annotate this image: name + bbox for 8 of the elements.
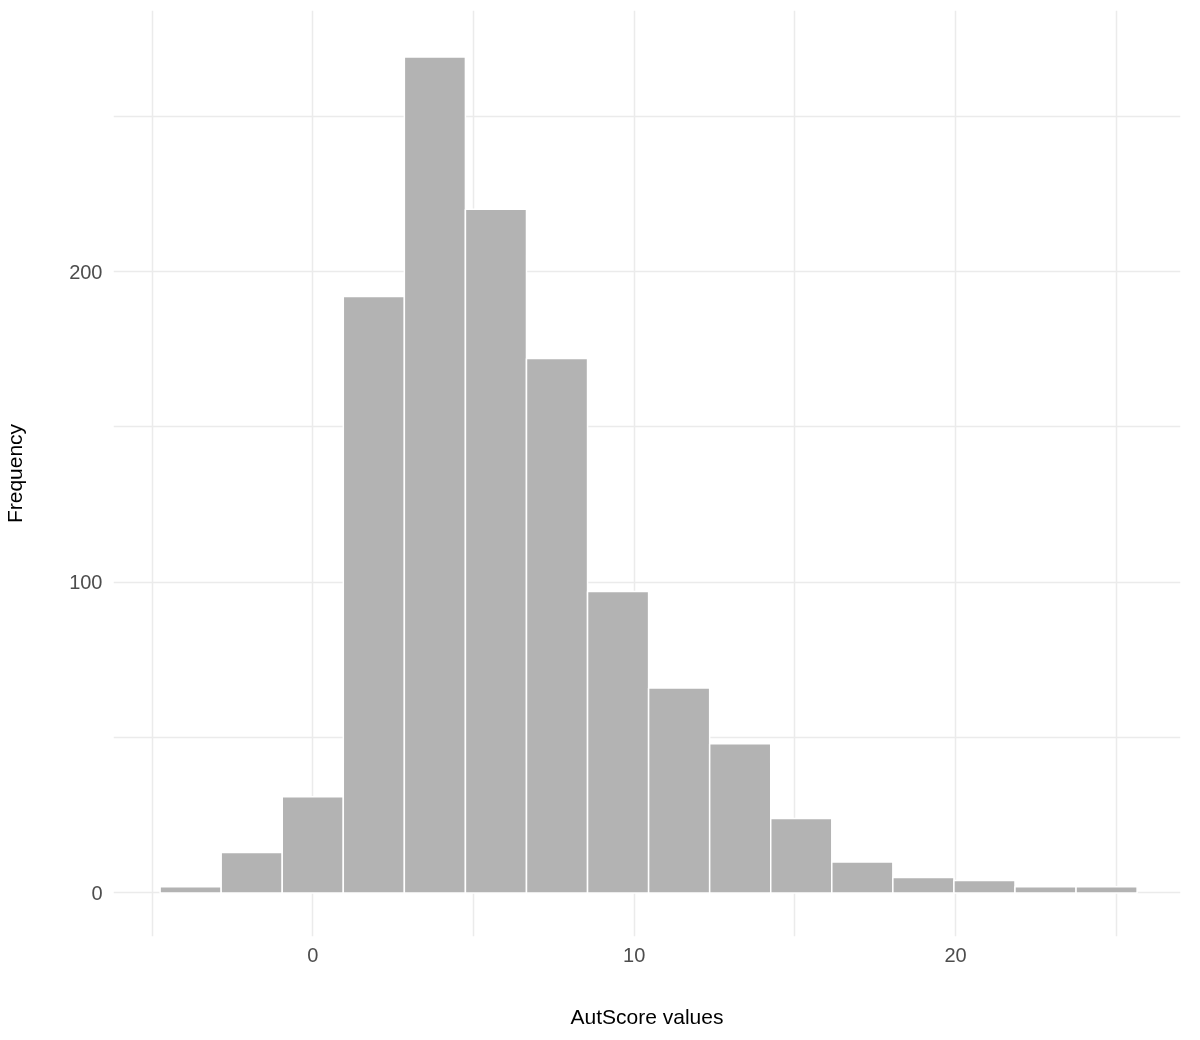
y-tick-label: 100 xyxy=(69,571,103,594)
x-tick-label: 20 xyxy=(944,943,967,966)
x-tick-label: 0 xyxy=(307,943,319,966)
x-axis-title: AutScore values xyxy=(570,1004,724,1028)
x-tick-label: 10 xyxy=(623,943,646,966)
y-tick-label: 200 xyxy=(69,260,103,283)
y-axis-title: Frequency xyxy=(3,423,27,524)
y-tick-label: 0 xyxy=(91,882,103,904)
